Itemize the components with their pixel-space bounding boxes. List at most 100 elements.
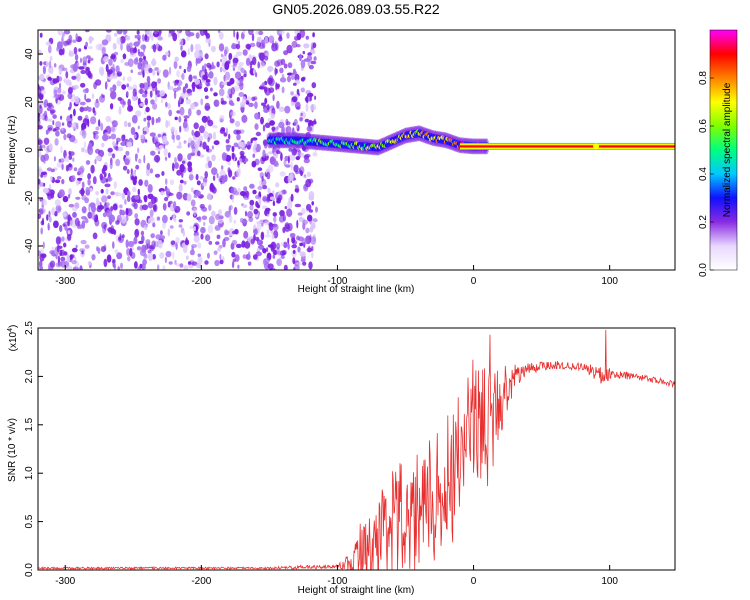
heatmap-cell	[171, 133, 175, 140]
heatmap-cell	[280, 58, 286, 66]
heatmap-cell	[81, 130, 87, 139]
heatmap-cell	[231, 194, 235, 203]
heatmap-cell	[292, 250, 296, 254]
heatmap-cell	[66, 254, 71, 263]
heatmap-cell	[64, 212, 67, 217]
heatmap-cell	[281, 255, 285, 259]
heatmap-cell	[206, 115, 211, 124]
heatmap-cell	[174, 79, 180, 84]
heatmap-cell	[53, 63, 57, 68]
heatmap-cell	[267, 187, 271, 194]
heatmap-cell	[194, 130, 201, 138]
heatmap-cell	[126, 195, 131, 202]
heatmap-cell	[41, 199, 48, 206]
snr-x-label: Height of straight line (km)	[298, 585, 415, 596]
heatmap-cell	[289, 154, 296, 161]
heatmap-cell	[186, 88, 192, 94]
heatmap-cell	[160, 230, 163, 236]
heatmap-cell	[253, 233, 256, 241]
heatmap-cell	[58, 189, 65, 198]
heatmap-cell	[100, 246, 106, 253]
heatmap-cell	[252, 56, 257, 66]
heatmap-cell	[312, 32, 315, 38]
heatmap-cell	[120, 215, 127, 224]
heatmap-cell	[176, 134, 181, 141]
heatmap-cell	[231, 261, 235, 269]
heatmap-cell	[72, 211, 77, 218]
heatmap-cell	[157, 69, 162, 74]
heatmap-cell	[267, 244, 274, 248]
heatmap-cell	[178, 183, 183, 192]
heatmap-cell	[188, 92, 193, 96]
heatmap-cell	[52, 78, 58, 84]
heatmap-cell	[121, 209, 125, 216]
heatmap-cell	[299, 117, 303, 122]
heatmap-cell	[229, 111, 236, 117]
heatmap-cell	[167, 228, 170, 237]
heatmap-cell	[42, 156, 46, 164]
heatmap-cell	[112, 42, 117, 50]
heatmap-cell	[101, 221, 108, 229]
heatmap-cell	[159, 252, 165, 259]
heatmap-cell	[314, 95, 317, 101]
heatmap-cell	[209, 184, 216, 193]
heatmap-cell	[197, 242, 202, 249]
heatmap-cell	[39, 253, 45, 262]
heatmap-cell	[112, 120, 118, 128]
heatmap-cell	[265, 207, 271, 212]
heatmap-cell	[164, 196, 169, 202]
heatmap-cell	[126, 190, 131, 197]
heatmap-cell	[114, 32, 118, 37]
heatmap-cell	[241, 240, 246, 248]
heatmap-cell	[303, 58, 310, 62]
spectrogram-y-tick-label: -20	[24, 190, 35, 205]
heatmap-cell	[184, 239, 190, 246]
heatmap-cell	[119, 36, 126, 44]
heatmap-cell	[121, 84, 127, 90]
heatmap-cell	[67, 87, 73, 95]
heatmap-cell	[199, 154, 205, 158]
heatmap-cell	[201, 115, 208, 123]
heatmap-cell	[254, 140, 258, 149]
heatmap-cell	[251, 33, 255, 42]
heatmap-cell	[138, 89, 145, 94]
heatmap-cell	[46, 214, 49, 221]
heatmap-cell	[190, 103, 196, 110]
heatmap-cell	[127, 122, 131, 127]
heatmap-cell	[240, 67, 245, 74]
heatmap-cell	[293, 35, 299, 41]
heatmap-cell	[136, 34, 141, 40]
heatmap-cell	[276, 150, 281, 155]
heatmap-cell	[307, 215, 312, 221]
heatmap-cell	[125, 239, 129, 248]
heatmap-cell	[183, 180, 187, 185]
heatmap-cell	[217, 100, 219, 107]
heatmap-cell	[203, 87, 209, 93]
snr-y-multiplier-base: (x10	[8, 331, 19, 351]
heatmap-cell	[302, 50, 306, 55]
heatmap-cell	[204, 234, 211, 242]
heatmap-cell	[116, 71, 123, 77]
heatmap-cell	[46, 106, 52, 112]
heatmap-cell	[133, 58, 139, 65]
heatmap-cell	[286, 208, 293, 217]
heatmap-cell	[266, 247, 269, 253]
heatmap-cell	[303, 43, 310, 49]
heatmap-cell	[88, 36, 94, 42]
heatmap-cell	[173, 60, 178, 69]
heatmap-cell	[270, 230, 275, 235]
heatmap-cell	[129, 247, 133, 257]
heatmap-cell	[60, 145, 63, 154]
heatmap-cell	[40, 89, 46, 95]
heatmap-cell	[197, 150, 201, 157]
heatmap-cell	[64, 155, 70, 163]
heatmap-cell	[152, 102, 158, 110]
heatmap-cell	[61, 163, 64, 171]
heatmap-cell	[132, 186, 137, 193]
heatmap-cell	[254, 123, 259, 130]
heatmap-cell	[311, 246, 314, 252]
snr-plot-area	[38, 328, 675, 570]
heatmap-cell	[264, 97, 268, 104]
heatmap-cell	[138, 179, 143, 186]
heatmap-cell	[82, 118, 89, 126]
